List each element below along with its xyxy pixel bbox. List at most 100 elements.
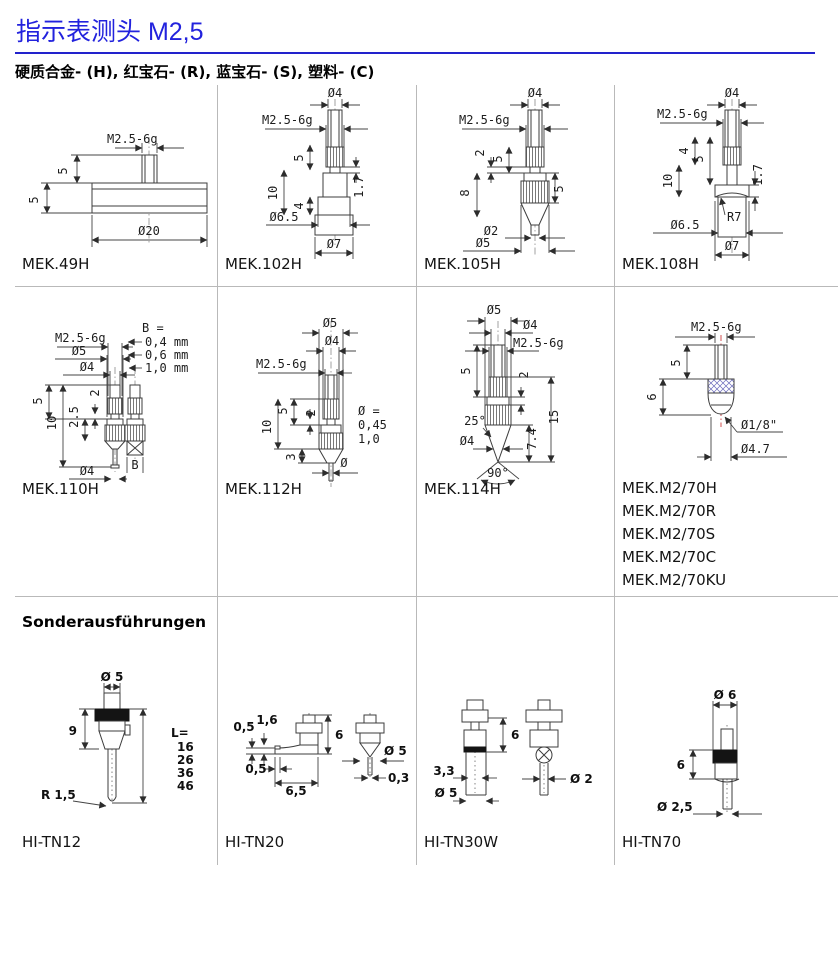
product-cell-mekm270: M2.5-6g 5 6 Ø1/8" Ø4.7 MEK.M2/ <box>615 287 838 597</box>
product-cell-hitn12: Sonderausführungen Ø 5 <box>15 597 218 865</box>
dim-3: 3 <box>284 453 298 460</box>
dim-thread: M2.5-6g <box>107 132 158 146</box>
technical-drawing-mek49h: M2.5-6g 5 5 Ø20 <box>27 132 208 247</box>
part-number: MEK.M2/70H <box>622 479 717 497</box>
title-rule <box>15 52 815 54</box>
dim-5: 5 <box>669 359 683 366</box>
dim-10: 10 <box>661 174 675 188</box>
dim-10: 10 <box>260 420 274 434</box>
dim-5: 5 <box>276 407 290 414</box>
probe-outline <box>707 335 735 427</box>
legend-dia-title: Ø = <box>358 404 380 418</box>
legend-b-title: B = <box>142 321 164 335</box>
part-number: MEK.105H <box>424 255 501 273</box>
legend-l-16: 16 <box>177 740 194 754</box>
part-number: HI-TN12 <box>22 833 82 851</box>
dim-disc-height: 5 <box>27 196 41 203</box>
dim-thread: M2.5-6g <box>256 357 307 371</box>
technical-drawing-hitn30w: 6 3,3 Ø 5 Ø 2 <box>433 699 593 805</box>
dim-r7: R7 <box>727 210 741 224</box>
dim-0-3: 0,3 <box>388 771 409 785</box>
dim-5-left: 5 <box>491 155 505 162</box>
product-cell-hitn30w: 6 3,3 Ø 5 Ø 2 HI-TN30W <box>417 597 615 865</box>
product-cell-mek112h: Ø5 Ø4 M2.5-6g 5 2 10 <box>218 287 417 597</box>
probe-outline <box>520 99 550 257</box>
page-title: 指示表测头 M2,5 <box>16 18 204 46</box>
dim-8: 8 <box>458 189 472 196</box>
dim-dia-4-top: Ø4 <box>80 360 94 374</box>
part-number: MEK.M2/70KU <box>622 571 727 589</box>
dim-thread: M2.5-6g <box>55 331 106 345</box>
part-number: MEK.110H <box>22 480 99 498</box>
dim-dia-7: Ø7 <box>327 237 341 251</box>
dim-dia-5: Ø5 <box>72 344 86 358</box>
dim-0-5-bottom: 0,5 <box>245 762 266 776</box>
dim-4: 4 <box>677 147 691 154</box>
product-cell-mek108h: Ø4 M2.5-6g 4 5 10 1.7 R7 Ø6.5 <box>615 85 838 287</box>
dim-5-right: 5 <box>552 185 566 192</box>
dimensions: Ø4 M2.5-6g 4 5 10 1.7 R7 Ø6.5 <box>653 86 783 261</box>
dimensions: Ø5 Ø4 M2.5-6g 5 2 10 <box>256 316 387 477</box>
dim-dia-6-5: Ø6.5 <box>270 210 299 224</box>
technical-drawing-hitn70: Ø 6 6 Ø 2,5 <box>657 688 762 818</box>
product-cell-hitn70: Ø 6 6 Ø 2,5 HI-TN70 <box>615 597 838 865</box>
product-cell-mek110h: M2.5-6g Ø5 Ø4 B = 0,4 mm 0,6 mm 1,0 mm <box>15 287 218 597</box>
dim-dia-5: Ø5 <box>476 236 490 250</box>
part-number: MEK.114H <box>424 480 501 498</box>
dimensions: M2.5-6g 5 6 Ø1/8" Ø4.7 <box>645 320 787 461</box>
dim-2: 2 <box>517 371 531 378</box>
probe-outline <box>318 321 344 487</box>
dim-dia-7: Ø7 <box>725 239 739 253</box>
dim-dia-2: Ø2 <box>484 224 498 238</box>
technical-drawing-mek110h: M2.5-6g Ø5 Ø4 B = 0,4 mm 0,6 mm 1,0 mm <box>31 321 188 483</box>
legend-b-10: 1,0 mm <box>145 361 188 375</box>
dim-2: 2 <box>88 389 102 396</box>
part-number: HI-TN30W <box>424 833 499 851</box>
dim-90deg: 90° <box>487 466 509 480</box>
part-number: MEK.M2/70R <box>622 502 717 520</box>
dim-6: 6 <box>511 728 519 742</box>
legend-dia-045: 0,45 <box>358 418 387 432</box>
dim-dia-5: Ø5 <box>487 303 501 317</box>
dimensions: Ø 6 6 Ø 2,5 <box>657 688 762 818</box>
legend-b-04: 0,4 mm <box>145 335 188 349</box>
part-number: MEK.49H <box>22 255 90 273</box>
part-number: MEK.M2/70C <box>622 548 717 566</box>
dim-disc-dia: Ø20 <box>138 224 160 238</box>
product-cell-hitn20: 0,5 1,6 6 0,5 6,5 Ø 5 0,3 HI-T <box>218 597 417 865</box>
dim-dia-6: Ø 6 <box>714 688 737 702</box>
dim-15: 15 <box>547 410 561 424</box>
product-cell-mek49h: M2.5-6g 5 5 Ø20 MEK.49H <box>15 85 218 287</box>
dimensions: Ø4 M2.5-6g 5 4 10 1.7 Ø6.5 <box>262 86 370 259</box>
dim-dia-4-tip: Ø4 <box>460 434 474 448</box>
dim-25deg: 25° <box>464 414 486 428</box>
dim-thread: M2.5-6g <box>459 113 510 127</box>
probe-outline <box>91 137 208 245</box>
dim-dia-2: Ø 2 <box>570 772 593 786</box>
dim-6-5: 6,5 <box>285 784 306 798</box>
dim-1-7: 1.7 <box>352 176 366 198</box>
dim-dia-5: Ø5 <box>323 316 337 330</box>
technical-drawing-mekm270: M2.5-6g 5 6 Ø1/8" Ø4.7 <box>645 320 787 461</box>
probe-outline <box>94 692 131 802</box>
probe-outline <box>314 99 354 245</box>
technical-drawing-hitn12: Ø 5 9 L= 16 26 36 46 R 1,5 <box>41 670 194 809</box>
part-number: MEK.M2/70S <box>622 525 716 543</box>
part-number: MEK.108H <box>622 255 699 273</box>
dim-5: 5 <box>292 154 306 161</box>
dim-dia-4-bottom: Ø4 <box>80 464 94 478</box>
dim-2: 2 <box>304 409 318 416</box>
probe-outline <box>484 321 512 464</box>
dimensions: Ø4 M2.5-6g 2 5 8 5 Ø2 <box>458 86 575 255</box>
dim-r-1-5: R 1,5 <box>41 788 76 802</box>
dim-top-dia: Ø4 <box>528 86 542 100</box>
product-grid: M2.5-6g 5 5 Ø20 MEK.49H <box>15 85 838 865</box>
dim-6: 6 <box>645 393 659 400</box>
dim-6: 6 <box>335 728 343 742</box>
part-number: HI-TN70 <box>622 833 682 851</box>
dim-dia-2-5: Ø 2,5 <box>657 800 693 814</box>
dimensions: M2.5-6g 5 5 Ø20 <box>27 132 208 247</box>
dim-thread: M2.5-6g <box>262 113 313 127</box>
legend-l-26: 26 <box>177 753 194 767</box>
